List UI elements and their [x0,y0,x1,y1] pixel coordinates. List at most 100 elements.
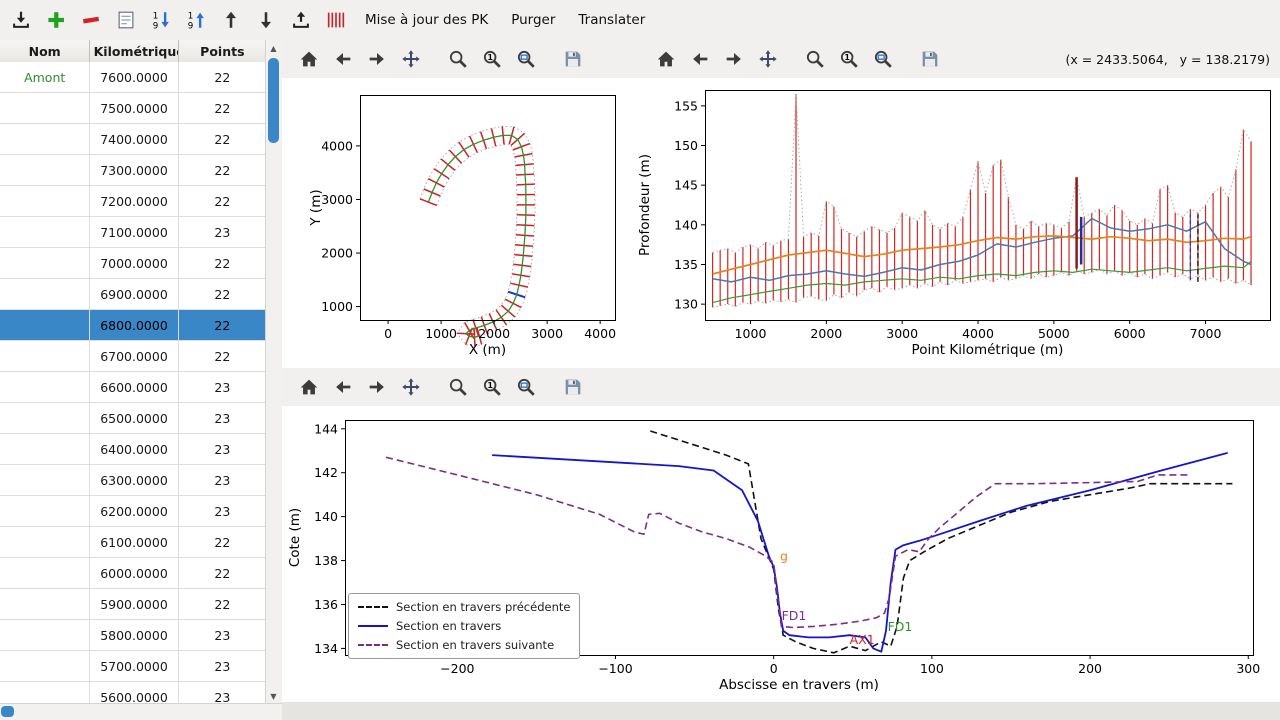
home-button[interactable] [294,44,324,74]
svg-text:3000: 3000 [531,326,563,341]
table-row[interactable]: 5800.0000 23 [0,620,266,651]
table-row[interactable]: 6200.0000 23 [0,496,266,527]
forward-button[interactable] [719,44,749,74]
cross-section-canvas[interactable]: g FD1 AX1 FD1 −200 −100 0 100 200 300 134 136 138 140… [282,406,1280,702]
table-row[interactable]: Amont 7600.0000 22 [0,62,266,93]
save-button[interactable] [558,372,588,402]
back-button[interactable] [328,372,358,402]
table-row[interactable]: 7000.0000 22 [0,248,266,279]
cell-points: 23 [214,689,231,705]
svg-text:2000: 2000 [810,326,842,341]
zoom-button[interactable] [443,372,473,402]
table-row[interactable]: 6700.0000 22 [0,341,266,372]
svg-text:−100: −100 [598,661,632,676]
pan-button[interactable] [396,44,426,74]
cell-pk: 7000.0000 [90,248,179,278]
table-row[interactable]: 6600.0000 23 [0,372,266,403]
zoom-rect-icon [515,48,537,70]
table-row[interactable]: 6900.0000 22 [0,279,266,310]
svg-text:0: 0 [770,661,778,676]
cell-pk: 7400.0000 [90,124,179,154]
scroll-down-icon[interactable]: ▼ [270,691,277,701]
column-header-points[interactable]: Points [200,43,245,59]
save-button[interactable] [915,44,945,74]
vscrollbar-thumb[interactable] [268,58,279,143]
table-row[interactable]: 7300.0000 22 [0,155,266,186]
cell-points: 22 [214,193,231,209]
move-up-button[interactable] [215,4,247,36]
scroll-up-icon[interactable]: ▲ [270,43,277,53]
zoom-button[interactable] [443,44,473,74]
remove-button[interactable] [75,4,107,36]
purge-button[interactable]: Purger [511,12,556,28]
add-button[interactable] [40,4,72,36]
pan-button[interactable] [396,372,426,402]
cell-points: 23 [214,658,231,674]
table-row[interactable]: 7100.0000 23 [0,217,266,248]
import-button[interactable] [5,4,37,36]
home-button[interactable] [294,372,324,402]
column-header-nom[interactable]: Nom [0,40,91,62]
table-row[interactable]: 5700.0000 23 [0,651,266,682]
move-up-icon [220,9,242,31]
zoom-rect-button[interactable] [511,372,541,402]
column-header-pk[interactable]: t Kilométrique [90,40,179,62]
plan-view-chart: 0 1000 2000 3000 4000 1000 2000 3000 4000 X (m) Y … [308,95,616,358]
svg-text:1: 1 [153,12,159,22]
table-row[interactable]: 7200.0000 22 [0,186,266,217]
table-vscrollbar[interactable]: ▲ ▼ [265,40,282,704]
move-down-button[interactable] [250,4,282,36]
save-button[interactable] [558,44,588,74]
table-row[interactable]: 6400.0000 23 [0,434,266,465]
cell-points: 23 [214,441,231,457]
legend-label: Section en travers précédente [396,600,571,614]
table-row[interactable]: 5900.0000 22 [0,589,266,620]
forward-button[interactable] [362,44,392,74]
zoom-one-button[interactable]: 1 [477,44,507,74]
table-row[interactable]: 6100.0000 22 [0,527,266,558]
zoom-icon [804,48,826,70]
cell-pk: 6300.0000 [90,465,179,495]
table-row[interactable]: 7400.0000 22 [0,124,266,155]
zoom-rect-button[interactable] [868,44,898,74]
cell-points: 22 [214,317,231,333]
cell-pk: 6400.0000 [90,434,179,464]
longitudinal-profile-canvas[interactable]: 1000 2000 3000 4000 5000 6000 7000 130 135 140 145… [627,78,1280,368]
home-button[interactable] [651,44,681,74]
translate-button[interactable]: Translater [578,12,646,28]
svg-text:6000: 6000 [1114,326,1146,341]
move-down-icon [255,9,277,31]
svg-text:100: 100 [920,661,944,676]
table-row[interactable]: 5600.0000 23 [0,682,266,704]
table-hscrollbar[interactable] [0,703,282,720]
svg-text:Point Kilométrique (m): Point Kilométrique (m) [912,342,1064,358]
zoom-one-button[interactable]: 1 [834,44,864,74]
svg-text:4000: 4000 [584,326,616,341]
table-row[interactable]: 7500.0000 22 [0,93,266,124]
home-icon [655,48,677,70]
forward-button[interactable] [362,372,392,402]
svg-text:Cote (m): Cote (m) [287,508,303,567]
table-row[interactable]: 6800.0000 22 [0,310,266,341]
table-row[interactable]: 6300.0000 23 [0,465,266,496]
table-row[interactable]: 6500.0000 23 [0,403,266,434]
plan-view-canvas[interactable]: 0 1000 2000 3000 4000 1000 2000 3000 4000 X (m) Y … [282,78,627,368]
back-button[interactable] [685,44,715,74]
cell-nom [0,155,91,185]
zoom-button[interactable] [800,44,830,74]
table-row[interactable]: 6000.0000 22 [0,558,266,589]
zoom-rect-button[interactable] [511,44,541,74]
update-pk-button[interactable]: Mise à jour des PK [365,12,489,28]
cell-pk: 7600.0000 [90,62,179,92]
cell-pk: 6000.0000 [90,558,179,588]
cell-points: 22 [214,534,231,550]
pan-button[interactable] [753,44,783,74]
export-button[interactable] [285,4,317,36]
back-button[interactable] [328,44,358,74]
pk-marks-button[interactable] [320,4,352,36]
zoom-one-button[interactable]: 1 [477,372,507,402]
hscrollbar-thumb[interactable] [1,706,14,717]
edit-button[interactable] [110,4,142,36]
